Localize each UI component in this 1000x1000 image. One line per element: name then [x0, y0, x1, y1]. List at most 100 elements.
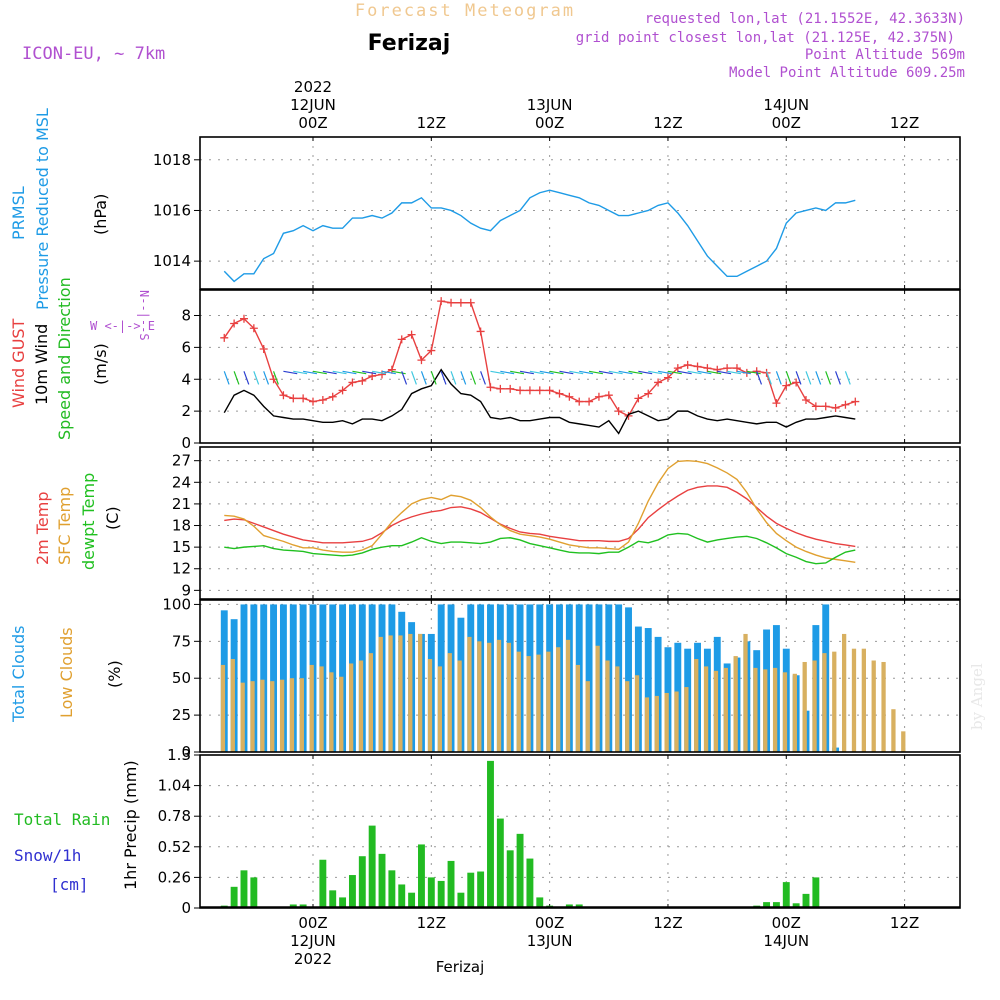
series-line-2m-temp [224, 485, 856, 548]
rain-bar [329, 890, 337, 908]
gust-marker [703, 364, 712, 373]
gust-marker [427, 346, 436, 355]
wind-arrow [746, 370, 761, 375]
wind-arrow [815, 371, 822, 385]
low-cloud-bar [664, 692, 669, 752]
low-cloud-bar [516, 651, 521, 752]
wind-arrow [598, 370, 613, 375]
low-cloud-bar [250, 681, 255, 752]
pressure-data [223, 189, 856, 283]
series-line-wind-gust [223, 300, 856, 417]
y-tick-label: 24 [172, 473, 191, 491]
low-cloud-bar [841, 633, 847, 752]
rain-bar [516, 833, 524, 908]
low-cloud-bar [792, 673, 797, 752]
total-cloud-bar [654, 636, 662, 752]
low-cloud-bar [733, 656, 738, 752]
low-cloud-bar [851, 648, 857, 752]
temperature-frame [199, 446, 961, 600]
wind-arrow [805, 371, 812, 385]
low-cloud-bar [575, 664, 581, 752]
y-tick-label: 2 [181, 402, 191, 420]
rain-bar [437, 880, 445, 908]
y-tick-label: 25 [172, 706, 191, 724]
gust-marker [525, 386, 534, 395]
gust-marker [565, 392, 574, 401]
gust-marker [545, 386, 554, 395]
rain-bar [378, 853, 386, 908]
wind-arrow [736, 370, 751, 375]
series-line-dewpt-temp [224, 532, 856, 565]
gust-marker [594, 392, 603, 401]
low-cloud-bar [398, 635, 403, 752]
low-cloud-bar [546, 651, 551, 752]
rain-bar [348, 875, 356, 908]
wind-arrow [707, 370, 722, 375]
low-cloud-bar [565, 639, 571, 752]
pressure-label: PRMSL [9, 186, 28, 240]
total-cloud-bar [260, 604, 268, 752]
bottom-time-label: 12Z [653, 914, 682, 932]
wind-arrow [638, 370, 653, 375]
wind-arrow [795, 371, 802, 385]
plot-area: 1014101610180246891215182124270255075100… [153, 78, 961, 968]
y-tick-label: 0 [181, 434, 191, 452]
rain-bar [319, 859, 327, 908]
low-cloud-bar [634, 675, 640, 752]
wind-arrow [519, 370, 534, 375]
low-cloud-bar [654, 695, 659, 752]
low-cloud-bar [427, 659, 433, 752]
rain-bar [467, 872, 475, 908]
wind-dir-label: Speed and Direction [55, 277, 74, 440]
wind-arrow [579, 370, 594, 375]
gust-marker [456, 298, 465, 307]
wind-arrow [549, 370, 564, 375]
top-time-label: 2022 [294, 78, 332, 96]
gust-marker [259, 344, 268, 353]
low-cloud-bar [339, 676, 344, 752]
low-cloud-bar [279, 679, 285, 752]
gust-marker [831, 403, 840, 412]
wind-arrow [322, 370, 337, 375]
low-cloud-bar [822, 653, 827, 752]
y-tick-label: 4 [181, 370, 191, 388]
top-time-label: 00Z [535, 114, 564, 132]
gust-marker [328, 392, 337, 401]
y-tick-label: 8 [181, 307, 191, 325]
gust-marker [220, 333, 229, 342]
tsfc-label: SFC Temp [55, 487, 74, 565]
low-cloud-bar [772, 667, 778, 752]
gust-marker [644, 389, 653, 398]
rain-bar [240, 870, 248, 908]
low-cloud-bar [536, 654, 541, 752]
low-cloud-bar [437, 666, 443, 752]
total-cloud-bar [644, 628, 652, 752]
y-tick-label: 0.26 [158, 868, 191, 886]
gust-marker [289, 394, 298, 403]
wind-arrow [825, 371, 832, 385]
y-tick-label: 1016 [153, 201, 191, 219]
rain-bar [418, 844, 425, 908]
precip-labels: Total Rain Snow/1h [cm] 1hr Precip (mm) [14, 760, 140, 894]
rain-bar [772, 902, 780, 908]
gust-marker [634, 394, 643, 403]
low-cloud-bar [861, 648, 866, 752]
rain-bar [536, 897, 544, 908]
top-time-label: 00Z [772, 114, 801, 132]
rain-label: Total Rain [14, 810, 110, 829]
wind-arrow [844, 371, 851, 385]
low-cloud-bar [713, 670, 719, 752]
wind-arrow [657, 370, 672, 375]
wind-frame [199, 289, 961, 444]
pressure-panel: 1014 1016 1018 [153, 136, 961, 290]
low-cloud-bar [289, 678, 295, 752]
rain-bar [812, 877, 820, 908]
top-time-label: 00Z [298, 114, 327, 132]
wind-data [220, 297, 860, 435]
gust-marker [417, 356, 426, 365]
bottom-time-label: 12JUN [290, 932, 336, 950]
gust-marker [624, 411, 633, 420]
y-tick-label: 1018 [153, 151, 191, 169]
low-cloud-bar [595, 645, 600, 752]
requested-coords: requested lon,lat (21.1552E, 42.3633N) [645, 11, 965, 27]
